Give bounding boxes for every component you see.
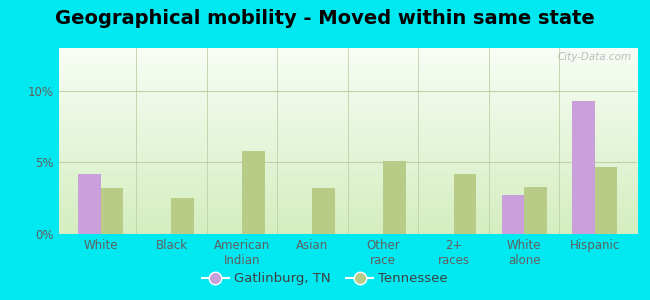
Legend: Gatlinburg, TN, Tennessee: Gatlinburg, TN, Tennessee (197, 267, 453, 290)
Bar (242, 151, 265, 234)
Text: City-Data.com: City-Data.com (557, 52, 631, 62)
Bar (172, 198, 194, 234)
Text: Geographical mobility - Moved within same state: Geographical mobility - Moved within sam… (55, 9, 595, 28)
Bar (78, 174, 101, 234)
Bar (524, 187, 547, 234)
Bar (383, 161, 406, 234)
Bar (101, 188, 124, 234)
Bar (595, 167, 618, 234)
Bar (572, 101, 595, 234)
Bar (454, 174, 476, 234)
Bar (502, 195, 524, 234)
Bar (313, 188, 335, 234)
